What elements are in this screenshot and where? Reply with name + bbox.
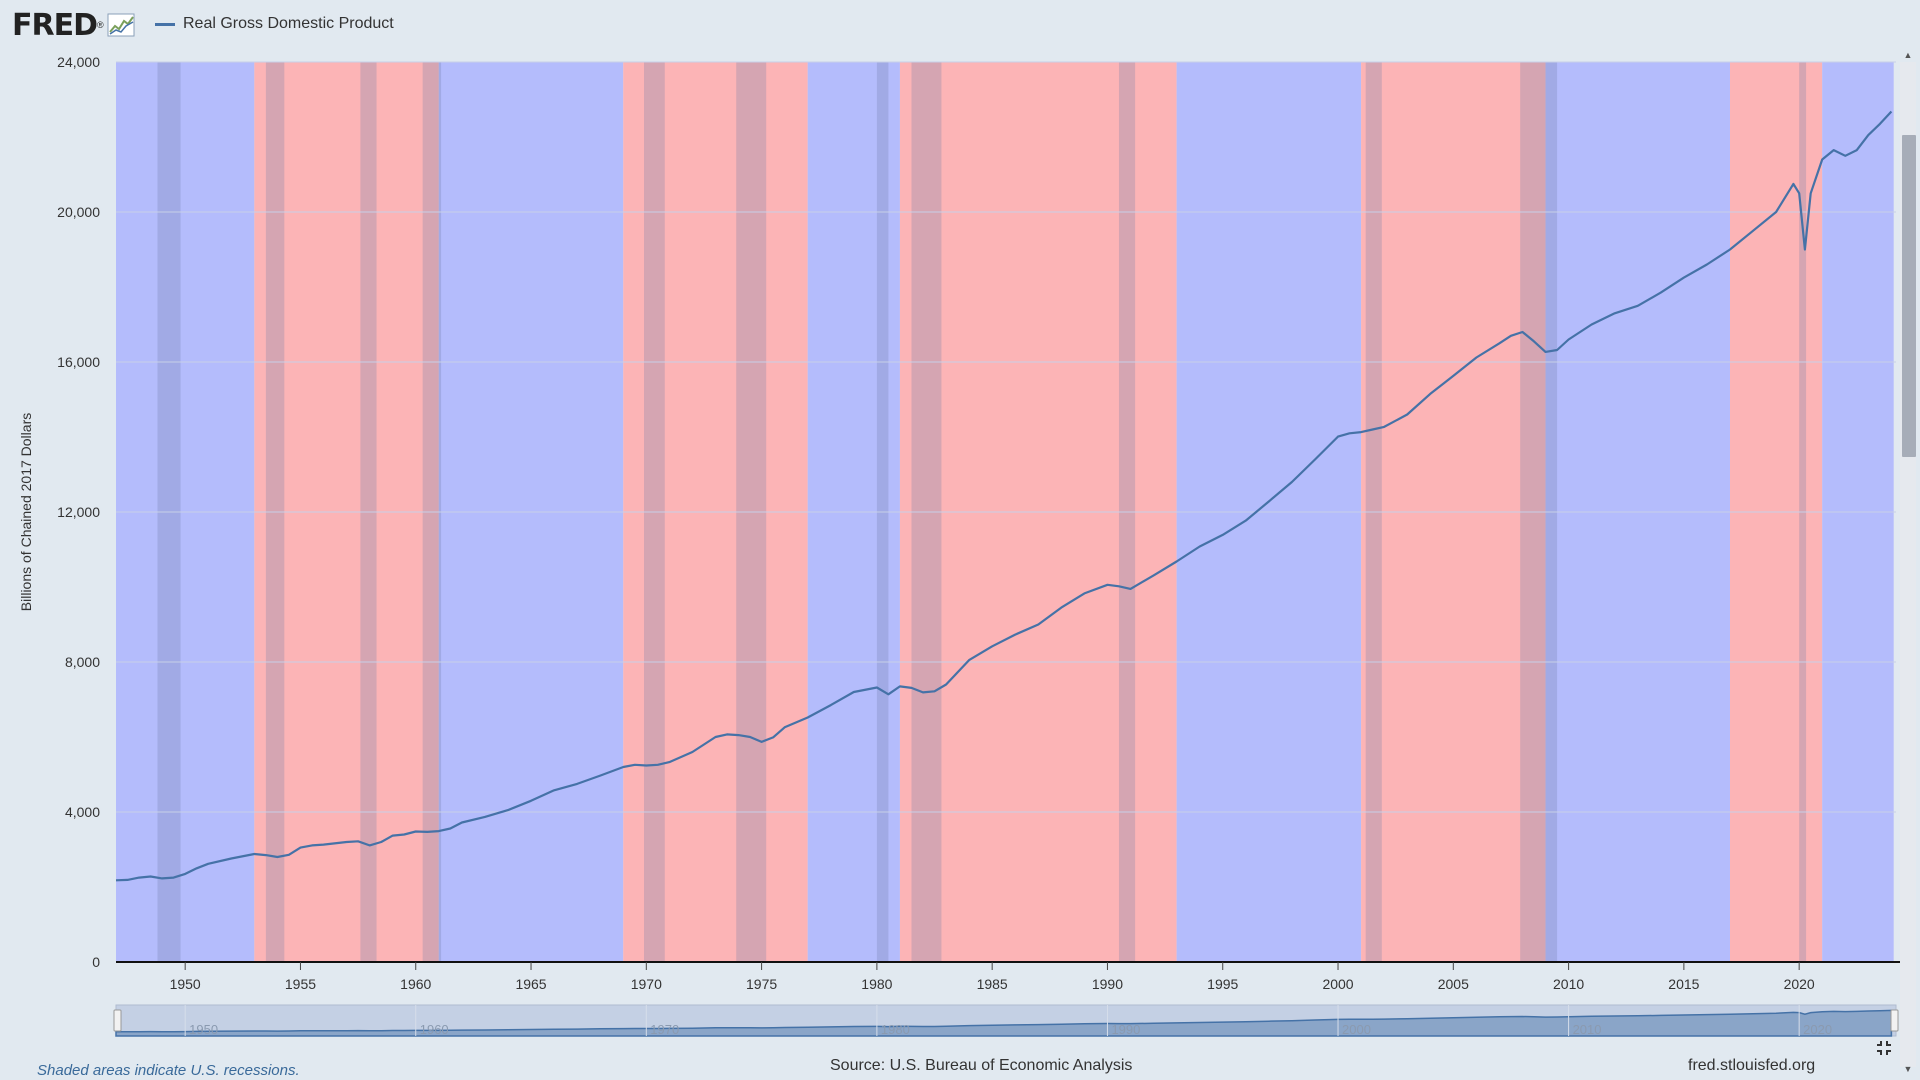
navigator-tick-label: 1980 — [881, 1022, 910, 1037]
navigator-tick-label: 1970 — [650, 1022, 679, 1037]
fullscreen-icon[interactable] — [1876, 1040, 1892, 1056]
scrollbar-thumb[interactable] — [1902, 135, 1916, 457]
x-tick-label: 2020 — [1784, 976, 1815, 992]
navigator-handle[interactable] — [1890, 1009, 1899, 1032]
recession-note: Shaded areas indicate U.S. recessions. — [37, 1062, 300, 1079]
source-note: Source: U.S. Bureau of Economic Analysis — [830, 1057, 1133, 1074]
x-tick-label: 1995 — [1207, 976, 1238, 992]
y-tick-label: 20,000 — [57, 204, 100, 220]
y-tick-label: 8,000 — [65, 654, 100, 670]
x-tick-label: 2015 — [1668, 976, 1699, 992]
scroll-down-arrow-icon[interactable]: ▼ — [1903, 1064, 1913, 1074]
y-axis-title: Billions of Chained 2017 Dollars — [18, 413, 34, 611]
y-tick-label: 16,000 — [57, 354, 100, 370]
scroll-up-arrow-icon[interactable]: ▲ — [1903, 50, 1913, 60]
navigator-tick-label: 2000 — [1342, 1022, 1371, 1037]
x-tick-label: 1990 — [1092, 976, 1123, 992]
x-tick-label: 1985 — [977, 976, 1008, 992]
chart-header: FRED ® Real Gross Domestic Product — [0, 0, 1920, 50]
x-tick-label: 1960 — [400, 976, 431, 992]
navigator-tick-label: 1960 — [420, 1022, 449, 1037]
fred-logo[interactable]: FRED ® — [12, 7, 135, 43]
y-tick-label: 24,000 — [57, 54, 100, 70]
grid-lines — [116, 61, 1896, 813]
fred-logo-text: FRED — [12, 7, 98, 43]
y-tick-label: 4,000 — [65, 804, 100, 820]
navigator-tick-label: 2010 — [1573, 1022, 1602, 1037]
x-tick-label: 1970 — [631, 976, 662, 992]
navigator-tick-label: 1950 — [189, 1022, 218, 1037]
site-link[interactable]: fred.stlouisfed.org — [1688, 1057, 1816, 1074]
x-tick-label: 1980 — [861, 976, 892, 992]
x-tick-label: 1965 — [515, 976, 546, 992]
chart-legend: Real Gross Domestic Product — [155, 15, 394, 33]
y-tick-label: 12,000 — [57, 504, 100, 520]
legend-swatch — [155, 22, 175, 26]
axes: 0 4,000 8,000 12,000 16,000 20,000 24,000 1950 1… — [57, 54, 1900, 992]
series-layer — [115, 110, 1893, 882]
range-navigator[interactable]: 1950 1960 1970 1980 1990 2000 2010 2020 — [113, 1004, 1899, 1037]
navigator-tick-label: 1990 — [1111, 1022, 1140, 1037]
x-tick-label: 1955 — [285, 976, 316, 992]
x-tick-label: 1975 — [746, 976, 777, 992]
x-tick-label: 2000 — [1322, 976, 1353, 992]
y-tick-label: 0 — [92, 954, 100, 970]
gdp-series-line — [115, 110, 1893, 882]
x-tick-label: 2005 — [1438, 976, 1469, 992]
x-tick-label: 1950 — [170, 976, 201, 992]
navigator-tick-label: 2020 — [1803, 1022, 1832, 1037]
navigator-series — [115, 1009, 1893, 1037]
x-tick-label: 2010 — [1553, 976, 1584, 992]
fred-graph-icon — [107, 13, 135, 37]
legend-label: Real Gross Domestic Product — [183, 15, 394, 32]
navigator-handle[interactable] — [113, 1009, 122, 1032]
